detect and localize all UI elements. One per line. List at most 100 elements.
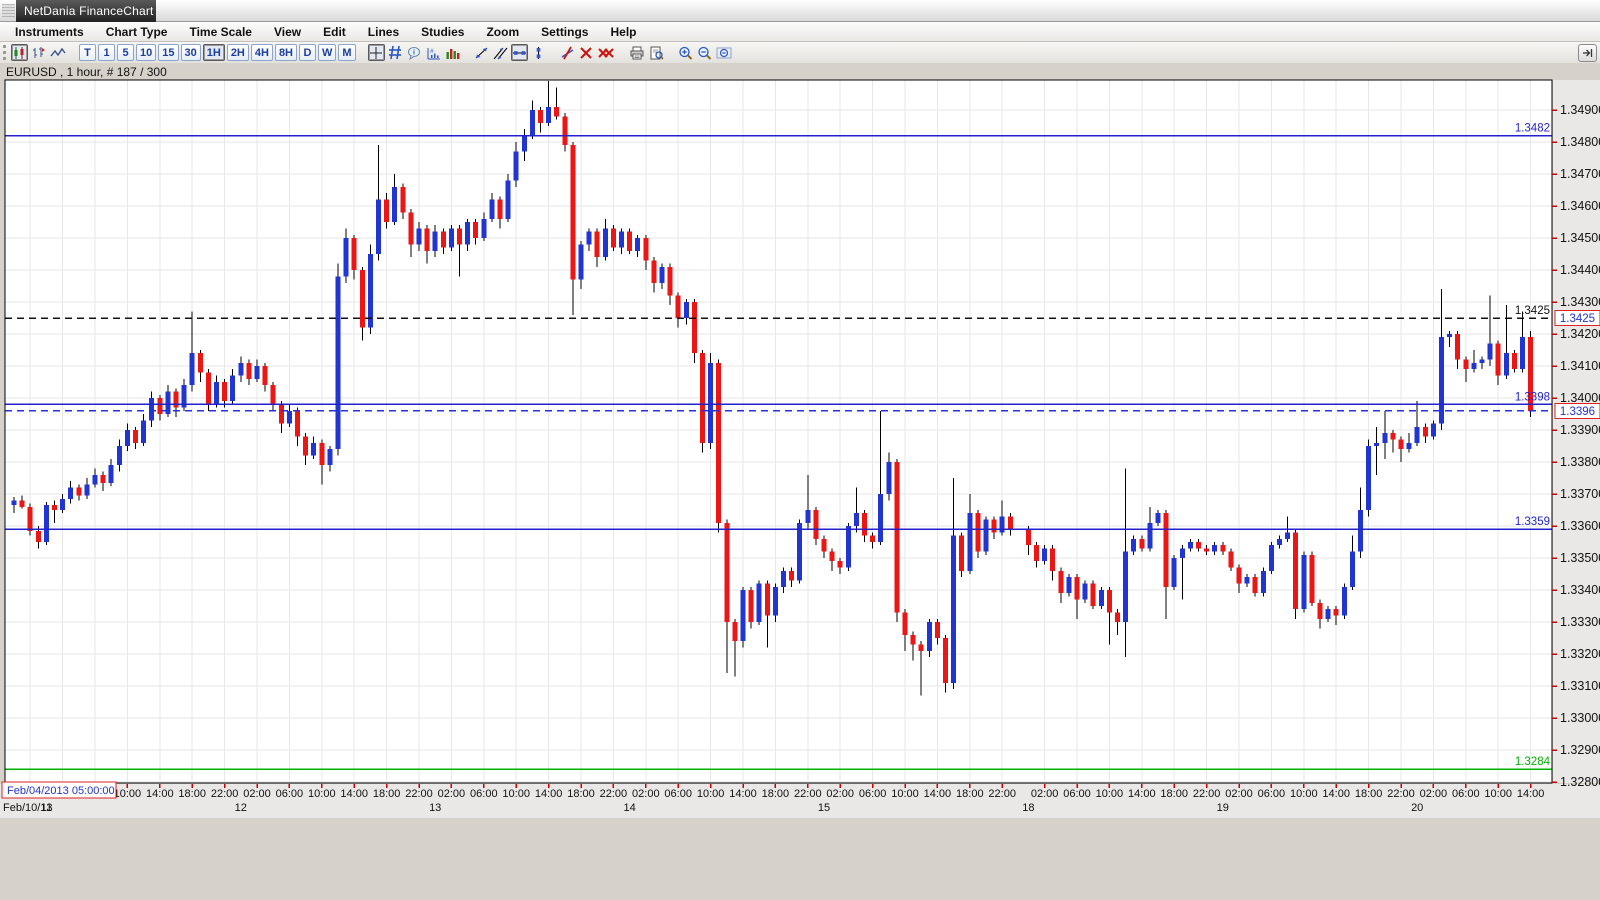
trend-line-button[interactable]: [473, 44, 490, 61]
interval-button-m[interactable]: M: [338, 44, 356, 61]
menubar: Instruments Chart Type Time Scale View Edit L…: [0, 22, 1600, 42]
svg-text:02:00: 02:00: [632, 788, 660, 800]
interval-button-5[interactable]: 5: [117, 44, 134, 61]
interval-button-t[interactable]: T: [79, 44, 96, 61]
delete-all-button[interactable]: [597, 44, 616, 61]
line-chart-button[interactable]: [49, 44, 67, 61]
svg-text:18:00: 18:00: [567, 788, 595, 800]
svg-text:22:00: 22:00: [600, 788, 628, 800]
svg-text:#: #: [430, 48, 434, 55]
svg-text:02:00: 02:00: [826, 788, 854, 800]
svg-text:14:00: 14:00: [1322, 788, 1350, 800]
svg-text:1.33800: 1.33800: [1560, 455, 1600, 469]
dock-pin-icon[interactable]: [1578, 44, 1597, 62]
day-marker: 19: [1217, 802, 1229, 814]
grid-hash-button[interactable]: [387, 44, 404, 61]
zoom-in-button[interactable]: [677, 44, 694, 61]
svg-text:1.33100: 1.33100: [1560, 679, 1600, 693]
info-bubble-button[interactable]: i: [406, 44, 423, 61]
svg-text:10:00: 10:00: [697, 788, 725, 800]
ohlc-bar-chart-button[interactable]: [30, 44, 47, 61]
print-button[interactable]: [628, 44, 646, 61]
delete-button[interactable]: [578, 44, 595, 61]
interval-button-30[interactable]: 30: [180, 44, 201, 61]
menu-item-time-scale[interactable]: Time Scale: [189, 24, 252, 39]
menu-item-view[interactable]: View: [273, 24, 302, 39]
crosshair-button[interactable]: [367, 44, 385, 61]
svg-text:10:00: 10:00: [502, 788, 530, 800]
day-marker: 20: [1411, 802, 1423, 814]
interval-button-1[interactable]: 1: [98, 44, 115, 61]
svg-text:1.34200: 1.34200: [1560, 327, 1600, 341]
svg-text:06:00: 06:00: [470, 788, 498, 800]
menu-item-edit[interactable]: Edit: [323, 24, 346, 39]
trend-channel-button[interactable]: [492, 44, 509, 61]
svg-text:06:00: 06:00: [1258, 788, 1286, 800]
svg-text:1.33400: 1.33400: [1560, 583, 1600, 597]
svg-text:10:00: 10:00: [1290, 788, 1318, 800]
bar-count-button[interactable]: #: [425, 44, 442, 61]
window-title-text: NetDania FinanceChart: [24, 4, 154, 18]
svg-text:1.34400: 1.34400: [1560, 263, 1600, 277]
day-marker: 18: [1022, 802, 1034, 814]
svg-text:10:00: 10:00: [114, 788, 142, 800]
titlebar: NetDania FinanceChart: [0, 0, 1600, 22]
day-marker: 15: [818, 802, 830, 814]
window-title: NetDania FinanceChart: [16, 0, 156, 22]
y-axis: 1.34900 1.34800 1.34700 1.34600 1.34500 1.344…: [1552, 103, 1600, 789]
svg-text:06:00: 06:00: [859, 788, 887, 800]
day-marker: 13: [429, 802, 441, 814]
svg-text:1.33900: 1.33900: [1560, 423, 1600, 437]
svg-text:14:00: 14:00: [340, 788, 368, 800]
remove-line-button[interactable]: [559, 44, 576, 61]
svg-text:22:00: 22:00: [1387, 788, 1415, 800]
svg-text:18:00: 18:00: [178, 788, 206, 800]
svg-text:18:00: 18:00: [956, 788, 984, 800]
svg-text:1.33700: 1.33700: [1560, 487, 1600, 501]
horizontal-line-button[interactable]: [510, 44, 528, 61]
menu-item-lines[interactable]: Lines: [367, 24, 400, 39]
candlestick-chart-button[interactable]: [11, 44, 28, 61]
svg-text:06:00: 06:00: [1063, 788, 1091, 800]
menu-item-studies[interactable]: Studies: [421, 24, 465, 39]
svg-text:1.34800: 1.34800: [1560, 135, 1600, 149]
svg-text:10:00: 10:00: [308, 788, 336, 800]
volume-histogram-button[interactable]: [444, 44, 461, 61]
series-start-info-box: Feb/04/2013 05:00:00: [1, 781, 117, 799]
menu-item-instruments[interactable]: Instruments: [15, 24, 84, 39]
interval-button-w[interactable]: W: [318, 44, 337, 61]
svg-text:14:00: 14:00: [1517, 788, 1545, 800]
svg-text:1.33500: 1.33500: [1560, 551, 1600, 565]
interval-button-8h[interactable]: 8H: [274, 44, 297, 61]
zoom-reset-button[interactable]: [715, 44, 733, 61]
interval-button-d[interactable]: D: [299, 44, 316, 61]
menu-item-settings[interactable]: Settings: [541, 24, 589, 39]
zoom-out-button[interactable]: [696, 44, 713, 61]
svg-text:1.34100: 1.34100: [1560, 359, 1600, 373]
plot-area[interactable]: 1.3482 1.3425 1.3398 1.3359 1.3284: [4, 79, 1553, 784]
svg-text:1.34700: 1.34700: [1560, 167, 1600, 181]
menu-item-help[interactable]: Help: [610, 24, 637, 39]
interval-button-4h[interactable]: 4H: [250, 44, 273, 61]
toolbar-grip: [3, 45, 6, 60]
axis-price-badge: 1.3396: [1554, 402, 1600, 419]
instrument-label: EURUSD , 1 hour, # 187 / 300: [0, 63, 1600, 80]
print-preview-button[interactable]: [648, 44, 665, 61]
vertical-line-button[interactable]: [530, 44, 547, 61]
svg-text:1.34600: 1.34600: [1560, 199, 1600, 213]
price-line-label: 1.3398: [1515, 391, 1550, 403]
interval-button-10[interactable]: 10: [136, 44, 157, 61]
price-line-label: 1.3425: [1515, 305, 1550, 317]
interval-button-2h[interactable]: 2H: [226, 44, 249, 61]
svg-text:06:00: 06:00: [1452, 788, 1480, 800]
day-marker: 14: [623, 802, 635, 814]
menu-item-zoom[interactable]: Zoom: [486, 24, 520, 39]
menu-item-chart-type[interactable]: Chart Type: [105, 24, 168, 39]
price-line-label: 1.3482: [1515, 123, 1550, 135]
svg-text:1.33200: 1.33200: [1560, 647, 1600, 661]
interval-button-15[interactable]: 15: [158, 44, 179, 61]
interval-button-1h[interactable]: 1H: [202, 44, 225, 61]
svg-text:1.34000: 1.34000: [1560, 391, 1600, 405]
svg-text:02:00: 02:00: [1225, 788, 1253, 800]
